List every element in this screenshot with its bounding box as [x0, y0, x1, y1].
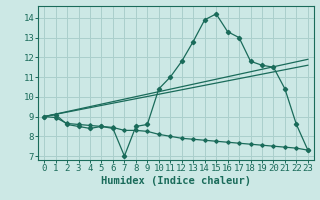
X-axis label: Humidex (Indice chaleur): Humidex (Indice chaleur) [101, 176, 251, 186]
